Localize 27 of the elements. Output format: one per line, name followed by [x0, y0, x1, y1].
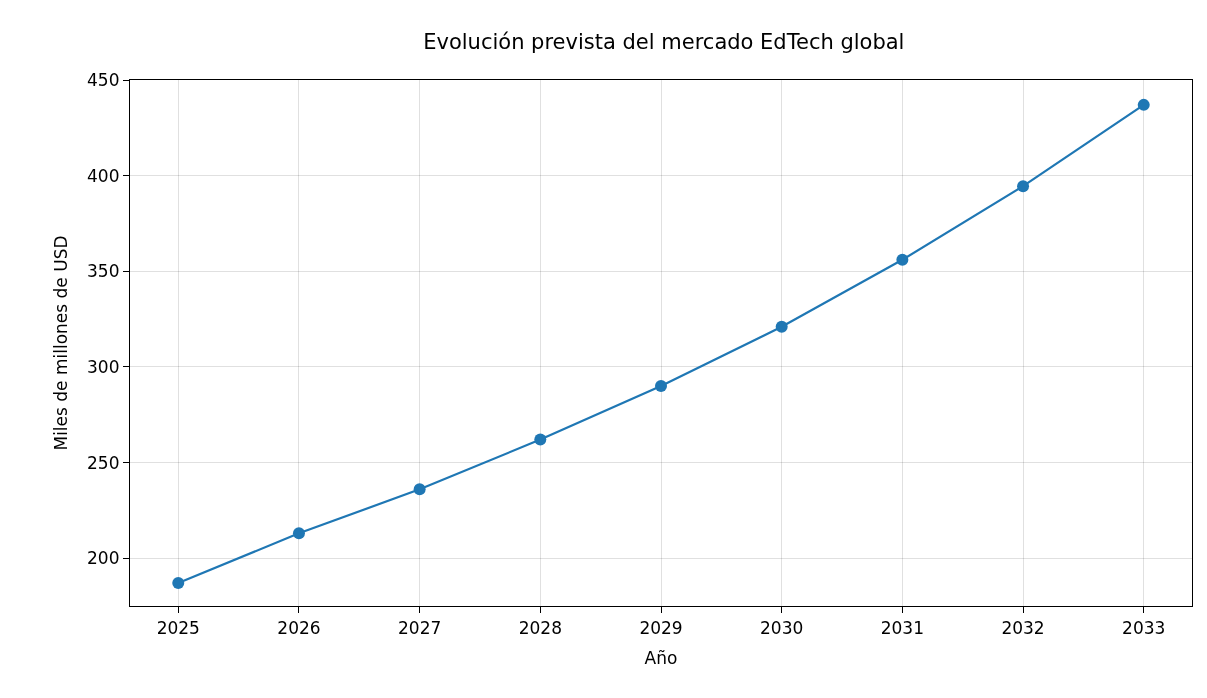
x-axis-title: Año — [644, 647, 678, 668]
point — [775, 320, 788, 333]
y-tick-label: 300 — [87, 356, 120, 377]
point — [534, 433, 547, 446]
point — [1137, 98, 1150, 111]
x-tick-label: 2026 — [277, 617, 321, 638]
point — [655, 380, 667, 393]
point — [1017, 180, 1030, 193]
x-tick-label: 2032 — [1001, 617, 1045, 638]
y-tick-label: 200 — [87, 548, 120, 569]
y-axis-title: Miles de millones de USD — [50, 235, 71, 451]
point — [292, 527, 305, 540]
point — [172, 577, 185, 590]
point — [896, 253, 909, 266]
x-tick-label: 2028 — [518, 617, 562, 638]
point — [413, 483, 426, 496]
y-tick-label: 400 — [87, 165, 120, 186]
y-tick-label: 250 — [87, 452, 120, 473]
x-tick-label: 2025 — [156, 617, 200, 638]
chart-title: Evolución prevista del mercado EdTech global — [423, 30, 905, 55]
y-tick-label: 450 — [87, 69, 120, 90]
x-tick-label: 2031 — [880, 617, 924, 638]
y-tick-label: 350 — [87, 261, 120, 282]
x-tick-label: 2027 — [398, 617, 442, 638]
x-tick-label: 2033 — [1122, 617, 1166, 638]
x-tick-label: 2030 — [760, 617, 804, 638]
x-tick-label: 2029 — [639, 617, 683, 638]
